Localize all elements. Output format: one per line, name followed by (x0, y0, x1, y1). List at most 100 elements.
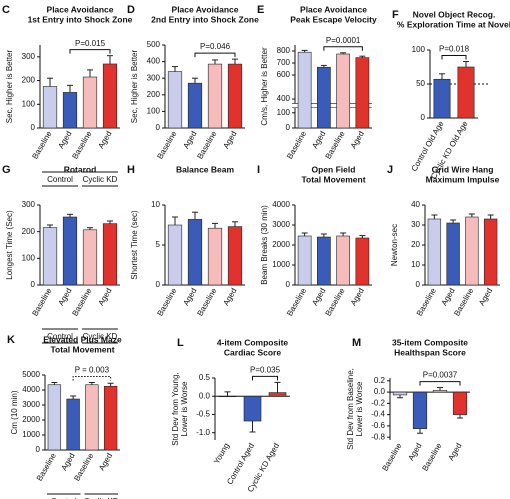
y-tick-label: 0 (31, 280, 36, 289)
y-tick-label: 100 (412, 45, 426, 54)
bar (207, 227, 223, 286)
bar (66, 398, 80, 451)
chart-title: 35-item Composite (392, 337, 468, 347)
chart-title: Place Avoidance (300, 4, 367, 14)
y-axis-label: Shortest Time (sec) (130, 210, 139, 280)
x-tick-label: Aged (221, 287, 238, 308)
bar (62, 216, 78, 286)
significance-bracket (194, 52, 236, 58)
y-tick-label: 200 (22, 227, 36, 236)
y-axis-label: Longest Time (Sec) (5, 210, 14, 280)
bar (82, 76, 98, 129)
y-tick-label: 700 (277, 58, 291, 67)
y-tick-label: 5 (156, 240, 161, 249)
bar (268, 392, 287, 397)
bar (483, 218, 498, 286)
x-tick-label: Baseline (380, 441, 403, 473)
panel-letter: H (127, 164, 135, 176)
chart-title: % Exploration Time at Novel (397, 19, 510, 29)
y-tick-label: 200 (22, 76, 36, 85)
bar (433, 78, 451, 119)
x-tick-label: Baseline (324, 286, 347, 318)
bar (227, 226, 243, 286)
y-axis-label: Sec, Higher is Better (130, 49, 139, 123)
y-tick-label: -0.4 (371, 410, 385, 419)
p-value: P=0.046 (200, 42, 231, 51)
significance-bracket (323, 46, 363, 51)
y-tick-label: 0 (416, 280, 421, 289)
y-tick-label: 200 (147, 90, 161, 99)
bar (218, 395, 237, 398)
y-tick-label: 0.5 (199, 373, 211, 382)
x-tick-label: Young (212, 442, 231, 466)
x-tick-label: Aged (446, 442, 463, 463)
group-label: Control (51, 497, 77, 499)
bar (167, 71, 183, 129)
group-label: Cyclic KD (83, 332, 118, 341)
bar (392, 391, 408, 396)
y-tick-label: 100 (277, 108, 291, 117)
x-tick-label: Baseline (285, 286, 308, 318)
y-tick-label: 2000 (22, 415, 40, 424)
bar (187, 82, 203, 129)
y-tick-label: 50 (416, 79, 425, 88)
x-tick-label: Baseline (285, 129, 308, 161)
chart-title: Grid Wire Hang (432, 164, 494, 174)
y-tick-label: 0 (286, 280, 291, 289)
bar (42, 227, 58, 286)
x-tick-label: Aged (181, 130, 198, 151)
x-tick-label: Baseline (70, 129, 93, 161)
x-tick-label: Aged (221, 130, 238, 151)
bar (47, 384, 62, 451)
panel-letter: D (127, 4, 135, 16)
significance-bracket (441, 55, 467, 60)
bar (355, 57, 370, 129)
x-tick-label: Aged (96, 287, 113, 308)
p-value: P=0.0037 (423, 371, 458, 380)
y-tick-label: 30 (411, 220, 420, 229)
y-tick-label: 0 (156, 123, 161, 132)
y-axis-label: Std Dev from Baseline, (346, 368, 355, 450)
x-tick-label: Aged (310, 130, 327, 151)
chart-title: Rotarod (64, 164, 97, 174)
panel-letter: G (2, 164, 11, 176)
y-tick-label: 0 (286, 123, 291, 132)
panel-letter: E (257, 4, 264, 16)
bar (227, 63, 243, 129)
y-axis-label: Sec, Higher is Better (5, 49, 14, 123)
y-tick-label: 100 (22, 253, 36, 262)
y-tick-label: 10 (151, 200, 160, 209)
y-tick-label: 2000 (272, 240, 290, 249)
bar (243, 395, 262, 422)
y-tick-label: 0.0 (374, 387, 386, 396)
y-tick-label: 0.0 (199, 391, 211, 400)
x-tick-label: Aged (56, 130, 73, 151)
bar (103, 385, 118, 451)
x-tick-label: Baseline (195, 286, 218, 318)
y-tick-label: 3000 (22, 400, 40, 409)
p-value: P=0.035 (250, 365, 281, 374)
chart-title: 1st Entry into Shock Zone (28, 14, 133, 24)
bar (317, 66, 331, 129)
x-tick-label: Aged (56, 287, 73, 308)
chart-title: Balance Beam (176, 164, 235, 174)
bar (452, 391, 468, 415)
chart-title: Maximum Impulse (426, 174, 500, 184)
y-tick-label: 4000 (22, 385, 40, 394)
x-tick-label: Baseline (415, 286, 438, 318)
significance-bracket (252, 375, 278, 381)
y-tick-label: -0.8 (371, 432, 385, 441)
x-tick-label: Baseline (70, 286, 93, 318)
y-tick-label: 10 (411, 260, 420, 269)
bar (187, 219, 203, 286)
chart-title: Peak Escape Velocity (290, 14, 377, 24)
bar (297, 51, 312, 129)
y-tick-label: 100 (22, 99, 36, 108)
bar (297, 235, 312, 286)
y-axis-label: Lower is Worse (180, 381, 189, 437)
y-tick-label: 300 (22, 52, 36, 61)
x-tick-label: Aged (477, 287, 494, 308)
panel-letter: M (352, 337, 361, 349)
